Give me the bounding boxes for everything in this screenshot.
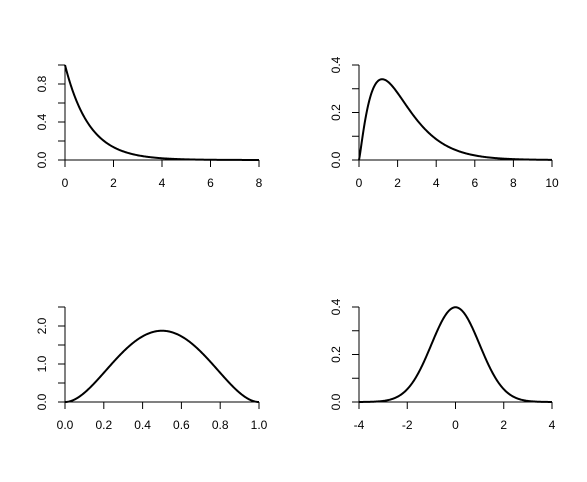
y-tick-label: 0.2	[329, 104, 343, 121]
panel-beta-density: 0.0 0.2 0.4 0.6 0.8 1.0 0.0 1.0 2.0	[35, 306, 268, 432]
x-tick-label: 0.2	[95, 418, 112, 432]
x-tick-label: 8	[256, 176, 263, 190]
y-tick-label: 0.2	[329, 346, 343, 363]
density-curve	[64, 64, 259, 161]
density-curve	[358, 78, 552, 161]
panel-normal-density: -4 -2 0 2 4 0.0 0.2 0.4	[329, 298, 556, 432]
density-curve	[64, 329, 260, 403]
x-tick-label: 6	[471, 176, 478, 190]
x-tick-label: 0	[452, 418, 459, 432]
y-tick-label: 0.4	[35, 113, 49, 130]
x-tick-label: 8	[510, 176, 517, 190]
x-tick-label: 4	[433, 176, 440, 190]
y-tick-label: 0.0	[329, 393, 343, 410]
y-tick-label: 0.4	[329, 56, 343, 73]
x-tick-label: 10	[545, 176, 559, 190]
x-tick-label: 0	[356, 176, 363, 190]
x-tick-label: 4	[159, 176, 166, 190]
x-tick-label: 0.8	[212, 418, 229, 432]
y-tick-label: 0.0	[35, 393, 49, 410]
panel-exponential-density: 0 2 4 6 8 0.0 0.4 0.8	[35, 64, 263, 190]
x-tick-label: 0.4	[134, 418, 151, 432]
y-tick-label: 0.0	[35, 151, 49, 168]
x-tick-label: 0.6	[173, 418, 190, 432]
x-tick-label: 2	[110, 176, 117, 190]
x-tick-label: 6	[207, 176, 214, 190]
x-tick-label: 2	[394, 176, 401, 190]
x-tick-label: 1.0	[251, 418, 268, 432]
x-tick-label: -2	[402, 418, 413, 432]
density-curve	[358, 306, 553, 403]
panel-gamma-density: 0 2 4 6 8 10 0.0 0.2 0.4	[329, 56, 559, 190]
x-tick-label: 0.0	[57, 418, 74, 432]
y-tick-label: 0.8	[35, 75, 49, 92]
x-tick-label: 0	[62, 176, 69, 190]
y-tick-label: 1.0	[35, 355, 49, 372]
x-tick-label: 4	[549, 418, 556, 432]
x-tick-label: -4	[354, 418, 365, 432]
x-tick-label: 2	[500, 418, 507, 432]
y-tick-label: 2.0	[35, 317, 49, 334]
y-tick-label: 0.0	[329, 151, 343, 168]
y-tick-label: 0.4	[329, 298, 343, 315]
